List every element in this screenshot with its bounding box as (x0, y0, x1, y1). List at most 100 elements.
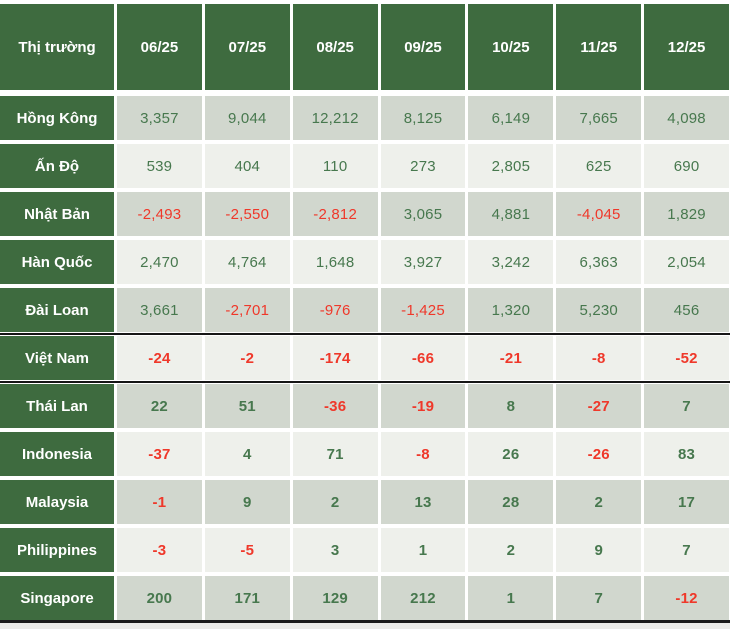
cell-value: 2,470 (117, 240, 202, 284)
table-row-india: Ấn Độ 539 404 110 273 2,805 625 690 (0, 144, 729, 188)
table-row-hong-kong: Hồng Kông 3,357 9,044 12,212 8,125 6,149… (0, 96, 729, 140)
cell-value: -8 (556, 336, 642, 380)
cell-value: -5 (204, 528, 290, 572)
column-header-market: Thị trường (0, 4, 114, 90)
cell-value: 6,149 (468, 96, 554, 140)
cell-value: -2,550 (204, 192, 290, 236)
cell-value: 1,829 (644, 192, 729, 236)
cell-value: 2 (468, 528, 554, 572)
cell-value: 129 (292, 576, 378, 620)
table-row-singapore: Singapore 200 171 129 212 1 7 -12 (0, 576, 729, 620)
cell-value: 3,927 (380, 240, 466, 284)
cell-value: 2 (556, 480, 642, 524)
cell-value: 7 (644, 384, 729, 428)
cell-value: 212 (380, 576, 466, 620)
row-label: Philippines (0, 528, 114, 572)
cell-value: -19 (380, 384, 466, 428)
row-label: Nhật Bản (0, 192, 114, 236)
cell-value: -37 (117, 432, 202, 476)
cell-value: 3,357 (117, 96, 202, 140)
cell-value: 8 (468, 384, 554, 428)
table-row-vietnam: Việt Nam -24 -2 -174 -66 -21 -8 -52 (0, 336, 729, 380)
cell-value: 110 (292, 144, 378, 188)
table-row-korea: Hàn Quốc 2,470 4,764 1,648 3,927 3,242 6… (0, 240, 729, 284)
table-row-malaysia: Malaysia -1 9 2 13 28 2 17 (0, 480, 729, 524)
cell-value: 690 (644, 144, 729, 188)
cell-value: 3,065 (380, 192, 466, 236)
cell-value: 83 (644, 432, 729, 476)
cell-value: 1,320 (468, 288, 554, 332)
cell-value: 28 (468, 480, 554, 524)
cell-value: -2,812 (292, 192, 378, 236)
cell-value: 12,212 (292, 96, 378, 140)
cell-value: 1,648 (292, 240, 378, 284)
cell-value: -976 (292, 288, 378, 332)
cell-value: 6,363 (556, 240, 642, 284)
cell-value: 539 (117, 144, 202, 188)
cell-value: 2,054 (644, 240, 729, 284)
separator-line-above-vietnam (0, 333, 730, 335)
cell-value: 9 (204, 480, 290, 524)
column-header-month: 11/25 (556, 4, 642, 90)
cell-value: -174 (292, 336, 378, 380)
cell-value: 7 (644, 528, 729, 572)
row-label: Đài Loan (0, 288, 114, 332)
table-header-row: Thị trường 06/25 07/25 08/25 09/25 10/25… (0, 4, 729, 90)
cell-value: -21 (468, 336, 554, 380)
cell-value: 456 (644, 288, 729, 332)
cell-value: 4,098 (644, 96, 729, 140)
cell-value: -36 (292, 384, 378, 428)
cell-value: 51 (204, 384, 290, 428)
column-header-month: 06/25 (117, 4, 202, 90)
row-label: Ấn Độ (0, 144, 114, 188)
cell-value: 7,665 (556, 96, 642, 140)
cell-value: -4,045 (556, 192, 642, 236)
cell-value: -2,701 (204, 288, 290, 332)
row-label: Hồng Kông (0, 96, 114, 140)
cell-value: -1 (117, 480, 202, 524)
cell-value: -27 (556, 384, 642, 428)
cell-value: 3,661 (117, 288, 202, 332)
cell-value: 9,044 (204, 96, 290, 140)
cell-value: 26 (468, 432, 554, 476)
cell-value: -12 (644, 576, 729, 620)
cell-value: -1,425 (380, 288, 466, 332)
table-bottom-border (0, 620, 730, 623)
cell-value: 200 (117, 576, 202, 620)
cell-value: -24 (117, 336, 202, 380)
row-label: Singapore (0, 576, 114, 620)
separator-line-below-vietnam (0, 381, 730, 383)
cell-value: 71 (292, 432, 378, 476)
table-row-taiwan: Đài Loan 3,661 -2,701 -976 -1,425 1,320 … (0, 288, 729, 332)
table-row-indonesia: Indonesia -37 4 71 -8 26 -26 83 (0, 432, 729, 476)
cell-value: 3,242 (468, 240, 554, 284)
cell-value: 273 (380, 144, 466, 188)
table-row-thailand: Thái Lan 22 51 -36 -19 8 -27 7 (0, 384, 729, 428)
cell-value: -26 (556, 432, 642, 476)
cell-value: 5,230 (556, 288, 642, 332)
cell-value: 1 (380, 528, 466, 572)
cell-value: 4,764 (204, 240, 290, 284)
row-label: Hàn Quốc (0, 240, 114, 284)
column-header-month: 07/25 (204, 4, 290, 90)
row-label: Thái Lan (0, 384, 114, 428)
cell-value: 3 (292, 528, 378, 572)
cell-value: 404 (204, 144, 290, 188)
cell-value: -2 (204, 336, 290, 380)
cell-value: 2 (292, 480, 378, 524)
row-label: Việt Nam (0, 336, 114, 380)
cell-value: -3 (117, 528, 202, 572)
cell-value: 625 (556, 144, 642, 188)
cell-value: -2,493 (117, 192, 202, 236)
cell-value: 4 (204, 432, 290, 476)
cell-value: 22 (117, 384, 202, 428)
column-header-month: 12/25 (644, 4, 729, 90)
table-row-japan: Nhật Bản -2,493 -2,550 -2,812 3,065 4,88… (0, 192, 729, 236)
cell-value: 2,805 (468, 144, 554, 188)
cell-value: 9 (556, 528, 642, 572)
cell-value: -52 (644, 336, 729, 380)
cell-value: -8 (380, 432, 466, 476)
bottom-cutoff-strip (0, 623, 730, 629)
cell-value: 8,125 (380, 96, 466, 140)
